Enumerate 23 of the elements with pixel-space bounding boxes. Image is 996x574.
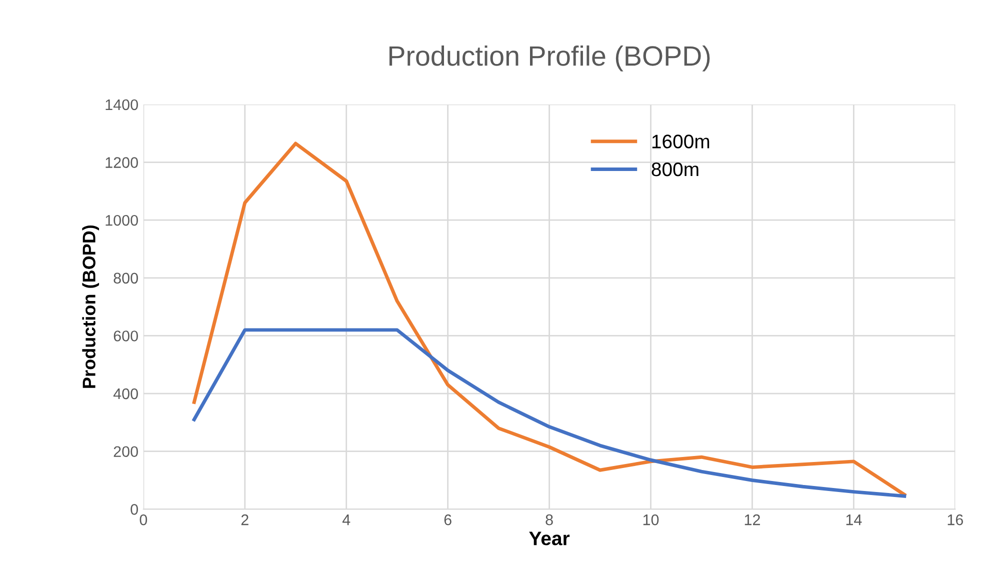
x-tick-label: 0 [140,514,148,526]
y-tick-label: 1400 [106,99,138,110]
y-tick-label: 200 [114,446,138,458]
legend-label: 800m [652,162,698,176]
y-tick-label: 400 [113,388,138,400]
y-tick-label: 0 [130,504,138,515]
x-tick-label: 16 [948,514,963,526]
chart-title: Production Profile (BOPD) [389,45,710,72]
y-tick-label: 800 [114,272,138,284]
y-tick-label: 1000 [106,214,138,226]
x-tick-label: 2 [241,514,248,526]
x-tick-label: 10 [643,514,659,526]
y-tick-label: 1200 [106,157,138,168]
y-axis-title: Production (BOPD) [82,225,100,388]
x-tick-label: 4 [342,514,350,526]
legend-label: 1600m [652,134,710,148]
x-tick-label: 6 [444,514,452,526]
y-tick-label: 600 [114,330,138,342]
line-series [192,328,906,498]
x-axis-title: Year [529,532,570,546]
x-tick-label: 12 [744,514,760,526]
x-tick-label: 14 [846,514,862,526]
x-tick-label: 8 [546,514,553,526]
